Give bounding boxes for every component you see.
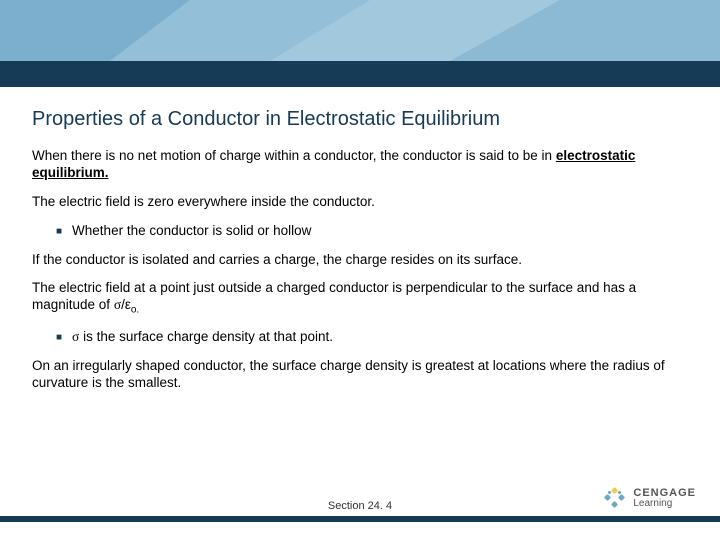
paragraph-3: If the conductor is isolated and carries… <box>32 252 688 269</box>
bullet-icon: ■ <box>56 226 62 240</box>
footer-divider <box>0 516 720 522</box>
logo-text: CENGAGE Learning˙ <box>633 488 696 509</box>
paragraph-2: The electric field is zero everywhere in… <box>32 194 688 211</box>
bullet-2-text: σ is the surface charge density at that … <box>72 329 333 346</box>
bullet-icon: ■ <box>56 332 62 346</box>
p4-subscript: o. <box>131 305 139 316</box>
bullet-2: ■ σ is the surface charge density at tha… <box>56 329 688 346</box>
p1-text: When there is no net motion of charge wi… <box>32 148 556 163</box>
sigma-symbol: σ <box>114 297 121 312</box>
paragraph-4: The electric field at a point just outsi… <box>32 280 688 317</box>
bullet-2-rest: is the surface charge density at that po… <box>79 329 333 344</box>
paragraph-1: When there is no net motion of charge wi… <box>32 148 688 182</box>
logo-burst-icon <box>603 486 627 510</box>
logo-sub-brand: Learning˙ <box>633 499 696 509</box>
bullet-1: ■ Whether the conductor is solid or holl… <box>56 223 688 240</box>
p4-eps: /ε <box>121 297 131 312</box>
slide-title: Properties of a Conductor in Electrostat… <box>32 108 500 131</box>
bullet-1-text: Whether the conductor is solid or hollow <box>72 223 311 240</box>
header-graphic <box>0 0 720 95</box>
slide-body: When there is no net motion of charge wi… <box>32 148 688 404</box>
paragraph-5: On an irregularly shaped conductor, the … <box>32 358 688 392</box>
publisher-logo: CENGAGE Learning˙ <box>603 486 696 510</box>
